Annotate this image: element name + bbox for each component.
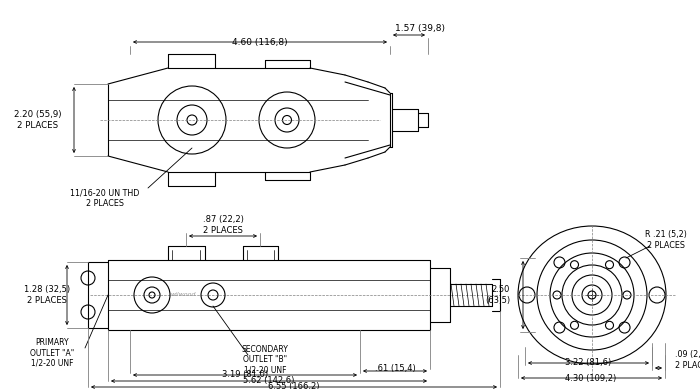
- Text: 11/16-20 UN THD
2 PLACES: 11/16-20 UN THD 2 PLACES: [70, 188, 140, 208]
- Text: 2.20 (55,9)
2 PLACES: 2.20 (55,9) 2 PLACES: [14, 110, 62, 130]
- Text: .61 (15,4): .61 (15,4): [374, 363, 415, 373]
- Text: 3.19 (81,0): 3.19 (81,0): [222, 370, 268, 380]
- Text: 1.57 (39,8): 1.57 (39,8): [395, 23, 445, 33]
- Text: 4.60 (116,8): 4.60 (116,8): [232, 37, 288, 47]
- Text: 3.22 (81,6): 3.22 (81,6): [565, 359, 611, 368]
- Text: 4.30 (109,2): 4.30 (109,2): [566, 373, 617, 382]
- Text: 6.55 (166,2): 6.55 (166,2): [268, 382, 320, 389]
- Text: .87 (22,2)
2 PLACES: .87 (22,2) 2 PLACES: [202, 215, 244, 235]
- Text: 1.28 (32,5)
2 PLACES: 1.28 (32,5) 2 PLACES: [24, 285, 70, 305]
- Text: 5.62 (142,6): 5.62 (142,6): [244, 377, 295, 385]
- Text: wilwood: wilwood: [170, 293, 196, 298]
- Text: SECONDARY
OUTLET "B"
1/2-20 UNF: SECONDARY OUTLET "B" 1/2-20 UNF: [241, 345, 288, 375]
- Text: R .21 (5,2)
2 PLACES: R .21 (5,2) 2 PLACES: [645, 230, 687, 250]
- Text: 2.50
(63,5): 2.50 (63,5): [485, 285, 510, 305]
- Text: .09 (2,3)
2 PLACES: .09 (2,3) 2 PLACES: [675, 350, 700, 370]
- Text: PRIMARY
OUTLET "A"
1/2-20 UNF: PRIMARY OUTLET "A" 1/2-20 UNF: [30, 338, 74, 368]
